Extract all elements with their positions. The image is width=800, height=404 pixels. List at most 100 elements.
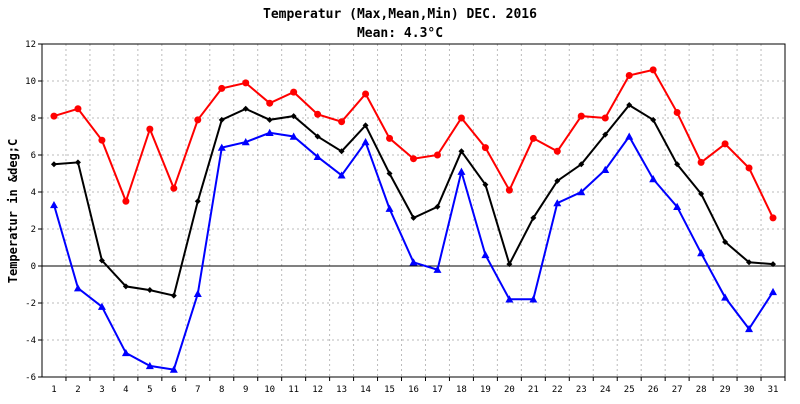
data-point [218, 84, 226, 92]
data-point [50, 161, 57, 168]
data-point [122, 283, 129, 290]
data-point [242, 105, 249, 112]
data-point [673, 108, 681, 116]
y-tick-label: 12 [25, 40, 36, 50]
data-point [146, 287, 153, 294]
x-tick-label: 21 [528, 385, 539, 395]
data-point [73, 284, 82, 292]
data-point [97, 302, 106, 310]
data-point [170, 184, 178, 192]
x-tick-label: 13 [336, 385, 347, 395]
x-tick-label: 30 [744, 385, 755, 395]
data-point [577, 188, 586, 196]
data-point [194, 198, 201, 205]
series-2 [49, 128, 778, 373]
x-tick-label: 8 [219, 385, 224, 395]
data-point [625, 132, 634, 140]
series-1 [50, 102, 777, 299]
x-tick-label: 17 [432, 385, 443, 395]
data-point [506, 261, 513, 268]
data-point [481, 144, 489, 152]
data-point [74, 159, 81, 166]
data-point [505, 295, 514, 303]
x-tick-label: 24 [600, 385, 611, 395]
data-point [409, 258, 418, 266]
data-point [385, 204, 394, 212]
data-point [361, 138, 370, 146]
data-point [769, 287, 778, 296]
data-point [578, 161, 585, 168]
data-point [529, 134, 537, 142]
data-point [529, 295, 538, 303]
data-point [74, 105, 82, 113]
x-tick-label: 3 [99, 385, 104, 395]
data-point [338, 148, 345, 155]
data-point [530, 214, 537, 221]
data-point [770, 261, 777, 268]
data-point [50, 112, 58, 120]
data-point [553, 199, 562, 207]
data-point [745, 324, 754, 333]
y-tick-label: 6 [31, 151, 36, 161]
data-point [746, 259, 753, 266]
data-point [218, 116, 225, 123]
x-tick-label: 4 [123, 385, 128, 395]
data-point [266, 99, 274, 107]
plot-frame [41, 43, 786, 378]
data-point [457, 167, 466, 175]
data-point [49, 200, 58, 209]
x-tick-label: 18 [456, 385, 467, 395]
data-point [266, 116, 273, 123]
x-tick-label: 31 [768, 385, 779, 395]
y-tick-label: 0 [31, 262, 36, 272]
data-point [505, 186, 513, 194]
grid-lines [42, 44, 785, 377]
x-tick-label: 26 [648, 385, 659, 395]
x-tick-label: 7 [195, 385, 200, 395]
chart-title: Temperatur (Max,Mean,Min) DEC. 2016 [263, 7, 537, 22]
data-point [697, 249, 706, 257]
data-point [698, 190, 705, 197]
x-tick-label: 20 [504, 385, 515, 395]
data-point [673, 202, 682, 210]
data-point [217, 143, 226, 151]
data-point [362, 90, 370, 98]
data-point [697, 158, 705, 166]
y-tick-label: 2 [31, 225, 36, 235]
data-point [338, 118, 346, 126]
x-tick-label: 25 [624, 385, 635, 395]
data-point [650, 116, 657, 123]
data-point [169, 365, 178, 373]
data-point [674, 161, 681, 168]
data-point [721, 293, 730, 301]
x-tick-label: 2 [75, 385, 80, 395]
y-tick-label: 8 [31, 114, 36, 124]
data-point [745, 164, 753, 172]
data-point [769, 214, 777, 222]
data-point [290, 88, 298, 96]
x-tick-label: 11 [288, 385, 299, 395]
data-point [290, 113, 297, 120]
data-point [242, 79, 250, 87]
data-point [577, 112, 585, 120]
data-point [433, 265, 442, 273]
data-point [625, 71, 633, 79]
x-tick-label: 5 [147, 385, 152, 395]
data-point [170, 292, 177, 299]
x-tick-label: 16 [408, 385, 419, 395]
x-tick-label: 1 [51, 385, 56, 395]
x-tick-label: 15 [384, 385, 395, 395]
data-point [386, 134, 394, 142]
x-tick-label: 28 [696, 385, 707, 395]
x-tick-label: 29 [720, 385, 731, 395]
data-point [434, 203, 441, 210]
y-ticks: -6 -4 -2 0 2 4 6 8 10 12 [25, 40, 42, 383]
x-tick-label: 22 [552, 385, 563, 395]
data-point [410, 155, 417, 163]
y-tick-label: -4 [25, 336, 36, 346]
data-point [721, 140, 729, 148]
data-point [314, 110, 322, 118]
data-point [601, 165, 610, 173]
